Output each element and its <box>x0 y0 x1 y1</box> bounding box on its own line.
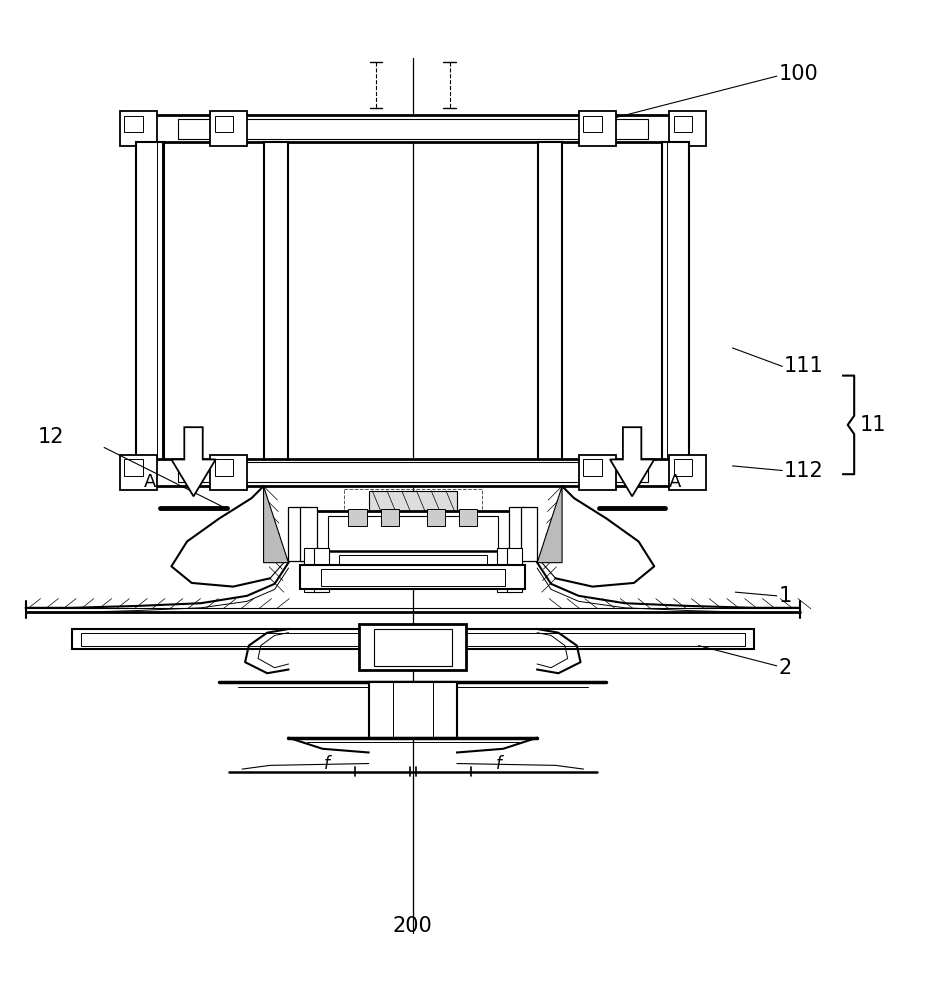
Bar <box>375 629 451 666</box>
Bar <box>263 142 287 460</box>
Bar <box>288 507 305 561</box>
Bar <box>81 633 744 646</box>
Bar <box>325 551 501 586</box>
Bar <box>210 455 247 490</box>
Bar <box>321 569 505 586</box>
Bar <box>674 459 692 476</box>
Bar <box>314 548 329 592</box>
Bar <box>497 548 512 592</box>
Text: 111: 111 <box>784 356 824 376</box>
Bar <box>669 111 705 146</box>
Bar <box>521 507 538 561</box>
Bar <box>578 111 616 146</box>
Bar <box>339 555 487 581</box>
Bar <box>369 491 457 513</box>
Polygon shape <box>263 486 288 563</box>
Polygon shape <box>538 486 562 563</box>
Bar <box>178 119 648 139</box>
Bar <box>124 116 143 132</box>
Bar <box>328 516 498 551</box>
Text: 1: 1 <box>779 586 792 606</box>
Bar <box>215 116 233 132</box>
Bar <box>178 462 648 482</box>
Text: f: f <box>496 755 502 773</box>
Bar <box>304 548 319 592</box>
Bar <box>349 509 367 526</box>
Bar <box>311 511 514 555</box>
Text: A: A <box>144 473 157 491</box>
Bar <box>426 509 445 526</box>
Text: A: A <box>669 473 681 491</box>
Bar <box>509 507 526 561</box>
Polygon shape <box>171 427 216 496</box>
Bar <box>150 115 676 142</box>
Text: 200: 200 <box>393 916 433 936</box>
Bar <box>583 459 602 476</box>
Bar <box>381 509 399 526</box>
Polygon shape <box>610 427 654 496</box>
Bar <box>459 509 477 526</box>
Bar <box>215 459 233 476</box>
Text: 12: 12 <box>38 427 64 447</box>
Bar <box>583 116 602 132</box>
Bar <box>674 116 692 132</box>
Bar <box>136 142 164 460</box>
Bar <box>120 455 157 490</box>
Bar <box>507 548 522 592</box>
Bar <box>662 142 667 460</box>
Bar <box>662 142 690 460</box>
Bar <box>578 455 616 490</box>
Bar <box>300 565 526 589</box>
Bar <box>72 629 754 649</box>
Text: f: f <box>324 755 330 773</box>
Bar <box>669 455 705 490</box>
Text: 100: 100 <box>779 64 819 84</box>
Bar <box>344 489 482 549</box>
Bar <box>360 624 466 670</box>
Bar <box>150 459 676 486</box>
Bar <box>539 142 562 460</box>
Bar <box>157 142 162 460</box>
Bar <box>210 111 247 146</box>
Bar <box>369 682 457 738</box>
Bar <box>300 507 317 561</box>
Text: 112: 112 <box>784 461 824 481</box>
Text: 2: 2 <box>779 658 792 678</box>
Bar <box>120 111 157 146</box>
Bar <box>124 459 143 476</box>
Text: 11: 11 <box>859 415 886 435</box>
